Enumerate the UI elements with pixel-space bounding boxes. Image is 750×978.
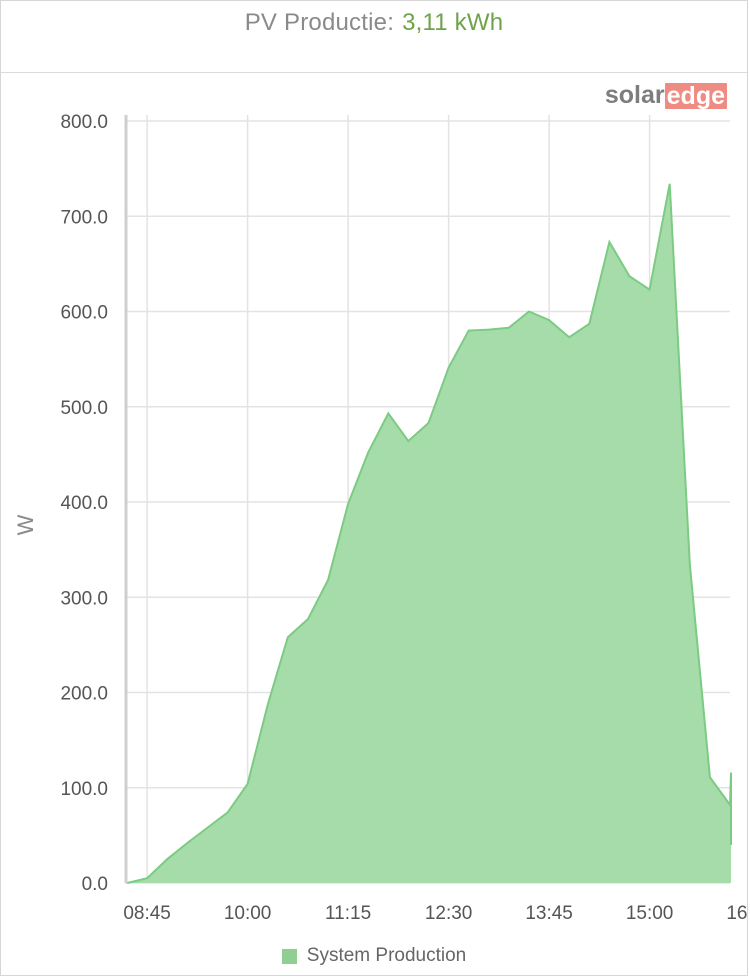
y-tick-label: 600.0 [60,303,108,324]
widget-title: PV Productie: 3,11 kWh [245,9,504,37]
title-label: PV Productie: [244,9,395,36]
widget-header: PV Productie: 3,11 kWh [1,1,747,73]
y-tick-label: 100.0 [60,779,108,800]
x-tick-label: 10:00 [224,903,272,924]
x-tick-label: 12:30 [425,903,473,924]
y-tick-label: 200.0 [60,684,108,705]
y-tick-label: 300.0 [60,588,108,609]
solaredge-logo: solar edge [605,81,727,110]
chart-legend: System Production [1,945,747,967]
production-chart: 0.0 100.0 200.0 300.0 400.0 500.0 600.0 700.0 80… [13,112,749,924]
production-area [127,183,731,884]
logo-edge-text: edge [664,81,727,110]
x-tick-label: 16:15 [726,903,749,924]
legend-label: System Production [306,945,467,966]
x-tick-label: 08:45 [123,903,171,924]
x-tick-label: 13:45 [525,903,573,924]
y-tick-label: 800.0 [60,112,108,133]
y-tick-label: 0.0 [82,874,108,895]
x-tick-label: 11:15 [325,903,371,924]
production-line [126,183,732,884]
y-tick-label: 400.0 [60,493,108,514]
y-axis-title: W [13,514,38,535]
y-tick-label: 700.0 [60,207,108,228]
total-energy-value: 3,11 kWh [402,9,504,36]
logo-solar-text: solar [604,81,665,109]
y-tick-label: 500.0 [60,398,108,419]
x-tick-label: 15:00 [626,903,674,924]
legend-swatch [281,948,297,964]
